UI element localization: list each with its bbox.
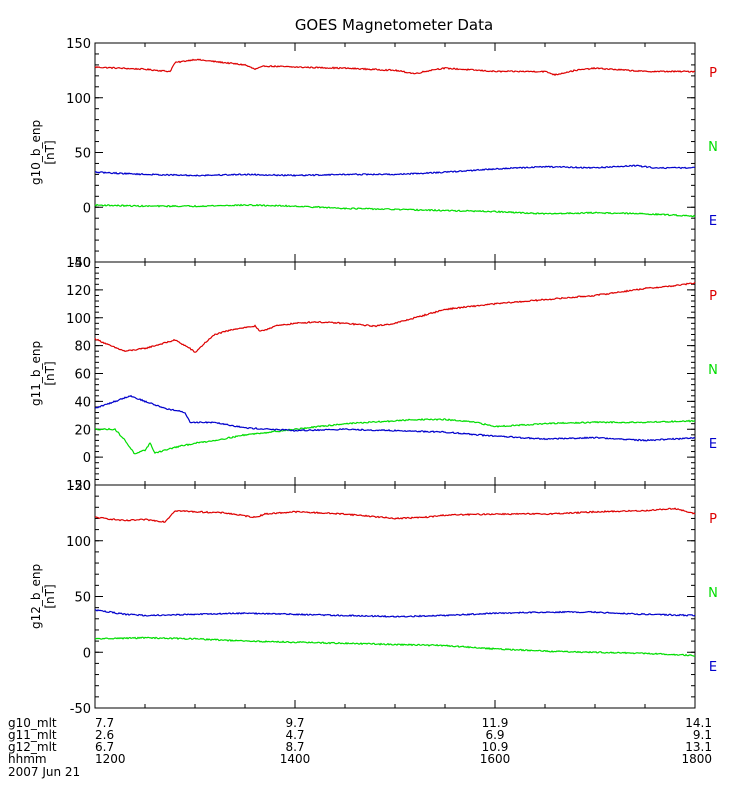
series-line-E [94,164,696,177]
x-row-value: 14.1 [685,716,712,730]
y-tick-label: 120 [66,284,91,299]
x-row-value: 10.9 [482,740,509,754]
x-row-value: 9.7 [285,716,304,730]
y-axis-label: g11_b_enp [29,341,43,406]
y-tick-label: 100 [66,535,91,550]
x-row-label: hhmm [8,752,47,766]
y-tick-label: 60 [74,368,91,383]
panel-2: -20 0 20 40 60 80 100 120 140 g11_b_enp [nT] P N E [29,256,718,494]
y-tick-label: 150 [66,37,91,52]
x-row-label: g11_mlt [8,728,57,742]
y-tick-label: 100 [66,312,91,327]
x-row-value: 13.1 [685,740,712,754]
x-row-value: 1800 [681,752,712,766]
chart-title: GOES Magnetometer Data [295,16,493,34]
y-tick-label: 0 [83,201,91,216]
legend-label-E: E [709,214,717,229]
legend-label-P: P [709,512,717,527]
y-axis-unit: [nT] [43,584,57,608]
y-axis-unit: [nT] [43,361,57,385]
y-tick-label: 140 [66,256,91,271]
legend-label-E: E [709,660,717,675]
legend-label-N: N [708,363,718,378]
legend-label-N: N [708,586,718,601]
x-row-label: g10_mlt [8,716,57,730]
x-row-value: 1200 [95,752,126,766]
y-tick-label: 100 [66,92,91,107]
x-row-value: 1600 [480,752,511,766]
series-line-N [94,418,696,455]
date-label: 2007 Jun 21 [8,765,80,779]
x-row-value: 8.7 [285,740,304,754]
y-tick-label: 40 [74,395,91,410]
panel-3: -50 0 50 100 150 g12_b_enp [nT] P N E [29,479,718,717]
x-row-value: 1400 [280,752,311,766]
x-row-value: 7.7 [95,716,114,730]
legend-label-E: E [709,437,717,452]
y-tick-label: 80 [74,340,91,355]
x-row-value: 6.7 [95,740,114,754]
y-axis-unit: [nT] [43,140,57,164]
y-axis-label: g10_b_enp [29,120,43,185]
x-row-value: 9.1 [693,728,712,742]
series-line-P [94,281,696,353]
series-line-N [94,636,696,657]
legend-label-P: P [709,66,717,81]
y-tick-label: 0 [83,451,91,466]
x-row-label: g12_mlt [8,740,57,754]
x-row-value: 2.6 [95,728,114,742]
y-tick-label: 0 [83,646,91,661]
panel-1: -50 0 50 100 150 g10_b_enp [nT] P N E [29,37,718,271]
y-tick-label: -50 [70,702,91,717]
y-tick-label: -50 [70,256,91,271]
series-line-E [94,394,696,442]
series-line-P [94,507,696,523]
y-tick-label: -20 [70,479,91,494]
y-tick-label: 50 [74,147,91,162]
series-line-E [94,608,696,618]
y-tick-label: 20 [74,423,91,438]
x-row-value: 11.9 [482,716,509,730]
x-row-value: 4.7 [285,728,304,742]
series-line-P [94,58,696,77]
series-line-N [94,203,696,218]
y-axis-label: g12_b_enp [29,564,43,629]
panel-frame [94,261,696,486]
y-tick-label: 50 [74,591,91,606]
panel-frame [94,42,696,263]
x-row-value: 6.9 [485,728,504,742]
legend-label-N: N [708,140,718,155]
legend-label-P: P [709,289,717,304]
x-axis-table: g10_mlt 7.7 9.7 11.9 14.1 g11_mlt 2.6 4.7 6.9 9.1… [8,716,712,779]
y-tick-label: 150 [66,479,91,494]
